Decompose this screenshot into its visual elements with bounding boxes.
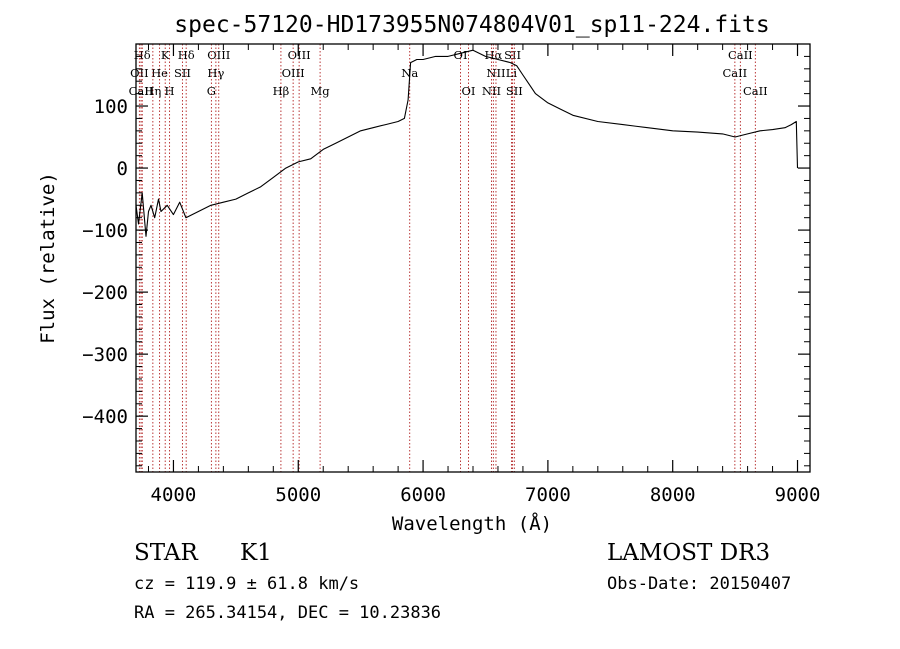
x-tick-label: 8000 xyxy=(650,484,696,506)
spectral-line-label: CaII xyxy=(728,48,753,62)
spectral-line-label: OII xyxy=(130,66,149,80)
spectral-line-label: Hδ xyxy=(134,48,151,62)
spectral-line-label: OIII xyxy=(207,48,230,62)
y-tick-label: −300 xyxy=(82,344,128,366)
spectral-line-label: Hη xyxy=(144,84,161,98)
x-tick-label: 5000 xyxy=(275,484,321,506)
spectral-line-label: OIII xyxy=(282,66,305,80)
axis-ticks: 4000 5000 6000 7000 8000 9000 −400 −300 −200 −100… xyxy=(82,44,820,506)
object-subclass: K1 xyxy=(240,540,272,566)
spectral-line-label: SII xyxy=(506,84,523,98)
spectral-line-label: OI xyxy=(454,48,468,62)
spectral-line-label: Li xyxy=(506,66,518,80)
spectrum-series xyxy=(135,49,799,237)
observation-date: Obs-Date: 20150407 xyxy=(607,574,792,594)
spectral-line-label: Hγ xyxy=(207,66,224,80)
y-tick-label: −200 xyxy=(82,282,128,304)
spectral-line-label: H xyxy=(165,84,175,98)
x-tick-label: 6000 xyxy=(400,484,446,506)
spectral-line-label: OI xyxy=(462,84,476,98)
spectral-line-label: He xyxy=(151,66,168,80)
spectral-line-label: OIII xyxy=(288,48,311,62)
spectral-line-label: Mg xyxy=(311,84,331,98)
y-tick-label: −100 xyxy=(82,220,128,242)
x-tick-label: 9000 xyxy=(775,484,821,506)
survey-name: LAMOST DR3 xyxy=(607,540,771,566)
spectral-line-label: G xyxy=(207,84,216,98)
y-tick-label: 0 xyxy=(117,158,128,180)
y-axis-label: Flux (relative) xyxy=(37,172,59,344)
y-tick-label: −400 xyxy=(82,406,128,428)
spectral-line-label: SII xyxy=(174,66,191,80)
spectral-line-label: Hδ xyxy=(178,48,195,62)
spectral-line-label: NII xyxy=(486,66,505,80)
ra-dec-coordinates: RA = 265.34154, DEC = 10.23836 xyxy=(134,603,442,623)
object-class: STAR xyxy=(134,540,198,566)
spectral-line-label: CaII xyxy=(129,84,154,98)
spectral-line-label: SII xyxy=(504,48,521,62)
x-axis-label: Wavelength (Å) xyxy=(392,512,552,535)
chart-title: spec-57120-HD173955N074804V01_sp11-224.f… xyxy=(174,12,769,38)
spectral-line-label: Hα xyxy=(484,48,502,62)
spectral-line-markers: Hδ OII CaII K He Hη Hδ SII H OIII Hγ G OIII OIII Hβ Mg N… xyxy=(129,44,768,472)
x-tick-label: 7000 xyxy=(525,484,571,506)
y-tick-label: 100 xyxy=(94,96,128,118)
spectral-line-label: NII xyxy=(482,84,501,98)
x-tick-label: 4000 xyxy=(151,484,197,506)
spectral-line-label: K xyxy=(161,48,170,62)
redshift-velocity: cz = 119.9 ± 61.8 km/s xyxy=(134,574,360,594)
plot-frame xyxy=(135,43,811,473)
spectrum-line xyxy=(135,49,799,237)
spectral-line-label: Hβ xyxy=(273,84,290,98)
spectral-line-label: CaII xyxy=(722,66,747,80)
spectral-line-label: CaII xyxy=(743,84,768,98)
